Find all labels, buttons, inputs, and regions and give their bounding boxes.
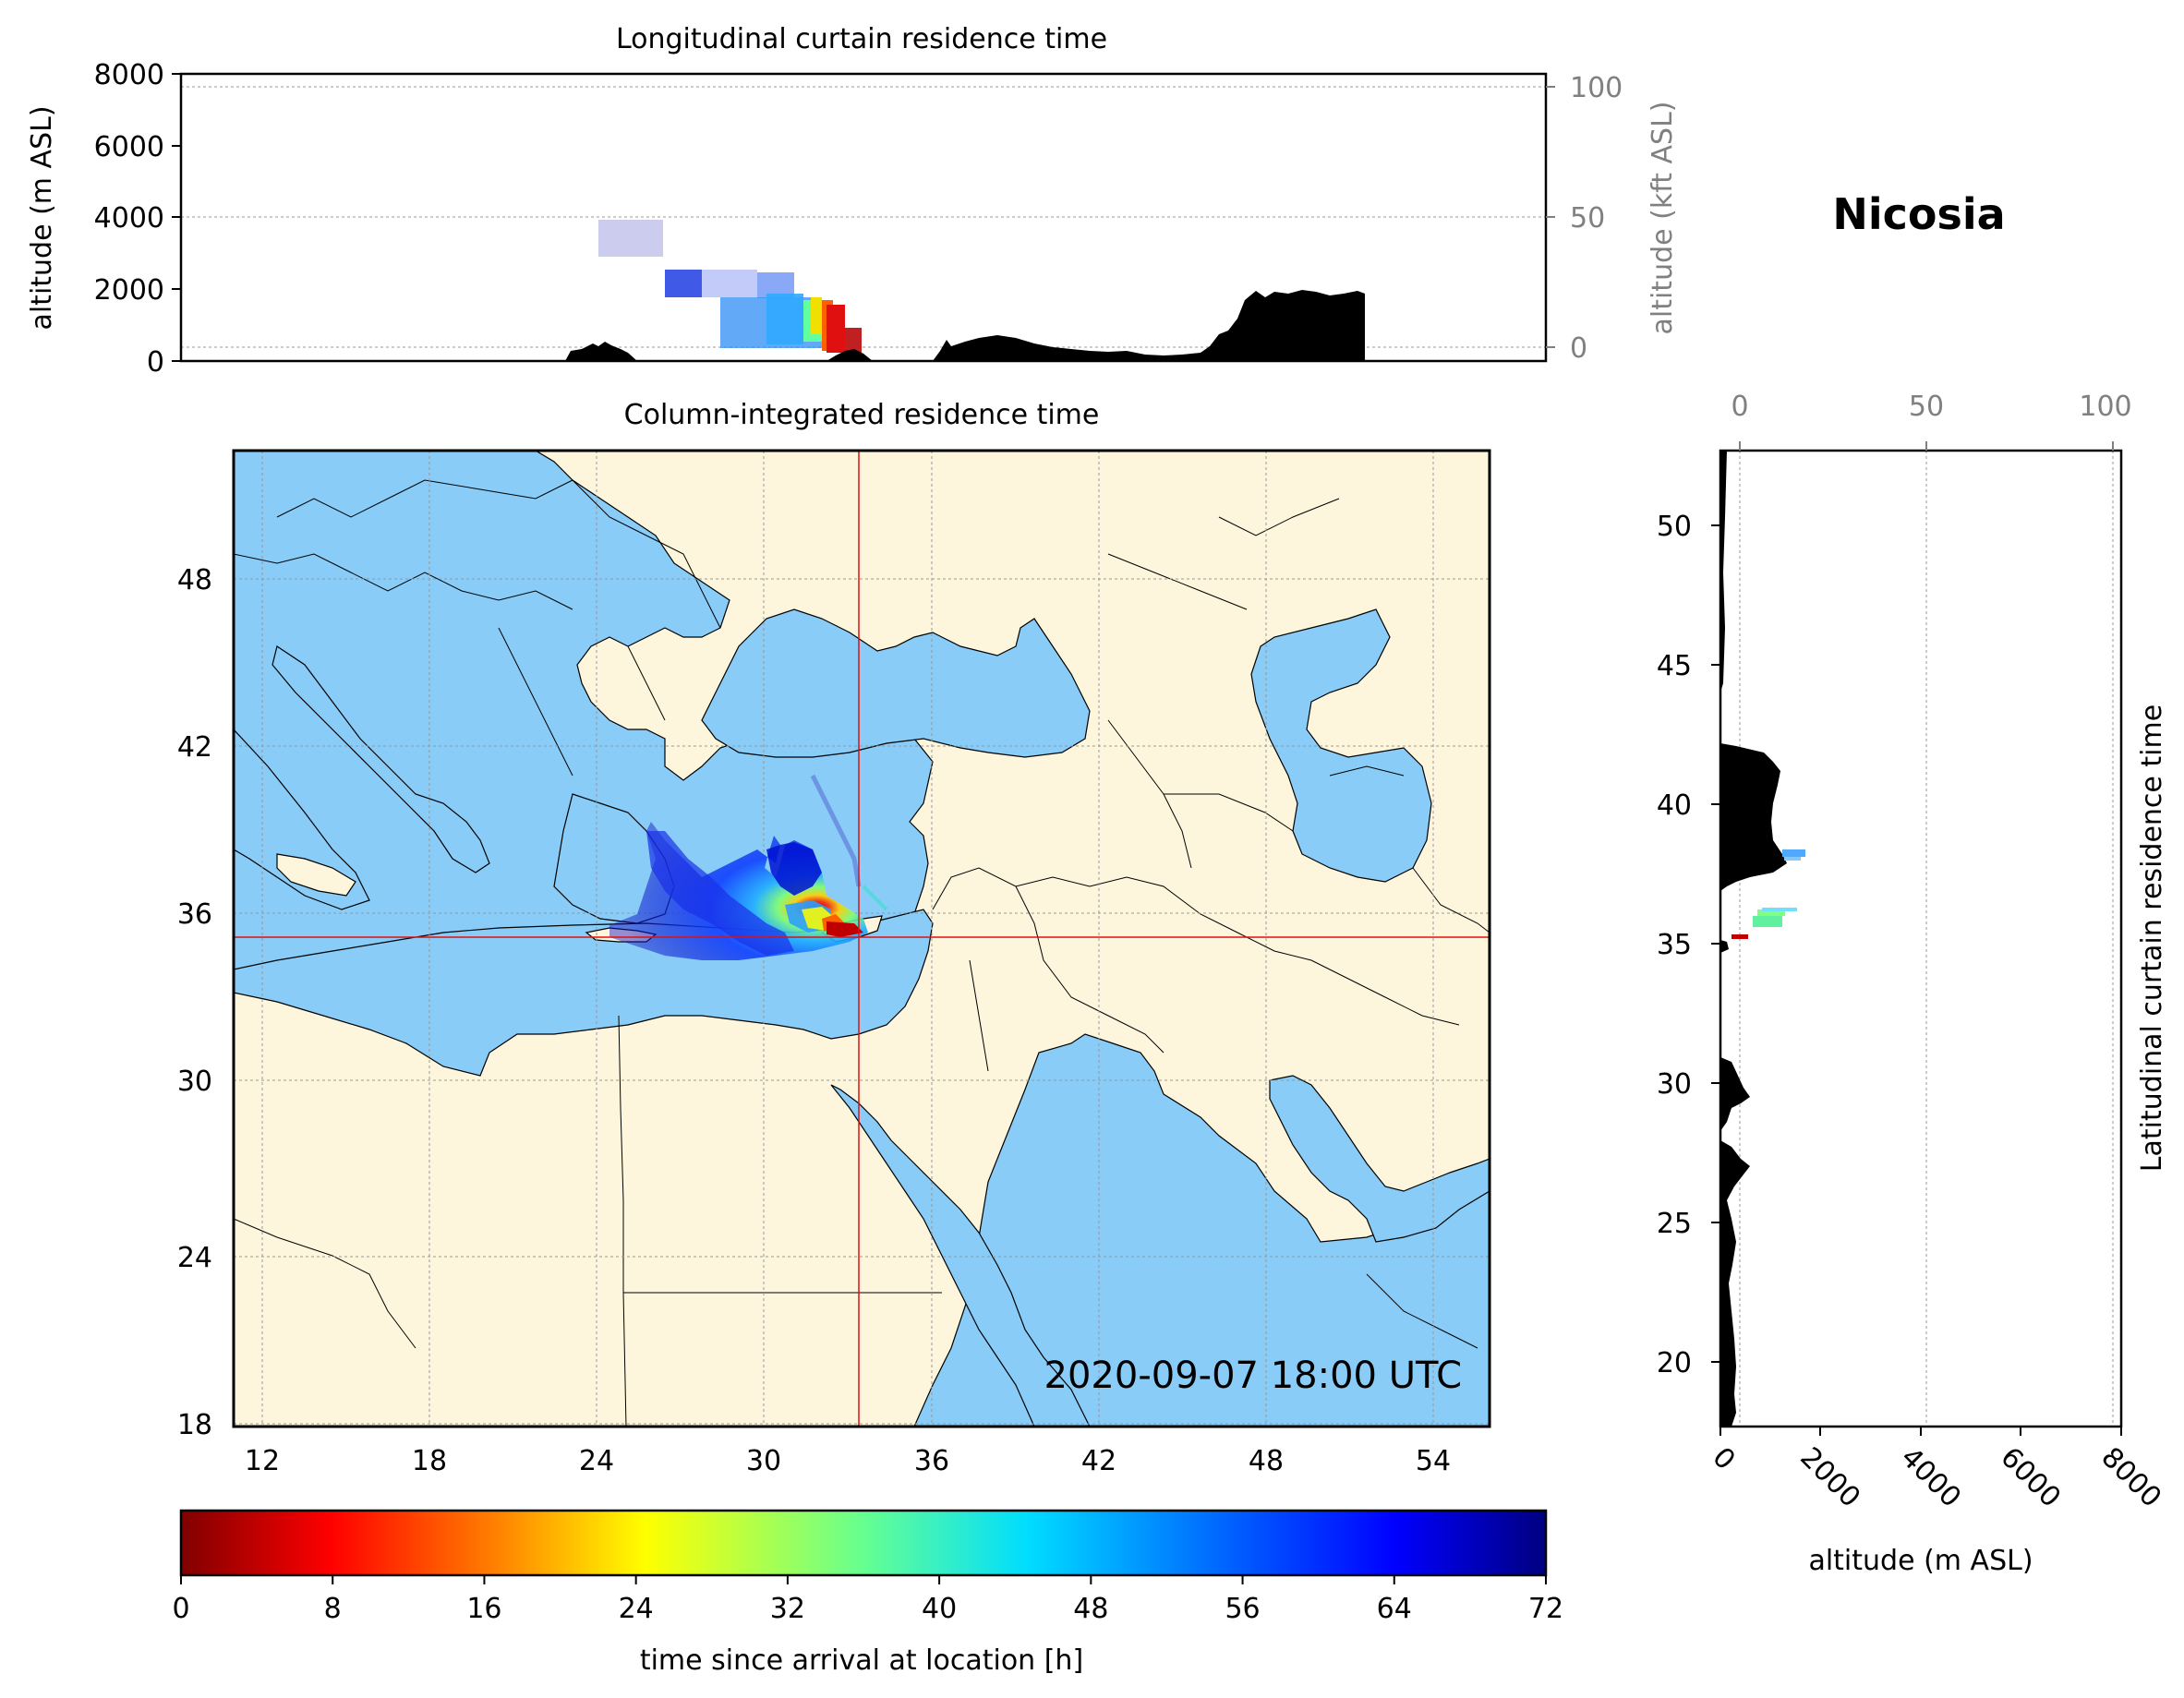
location-crosshair — [234, 451, 1490, 1427]
colorbar-tick-label: 24 — [619, 1593, 654, 1625]
right-xtick: 8000 — [2094, 1441, 2167, 1514]
right-xtick: 4000 — [1894, 1441, 1967, 1514]
map-ytick: 48 — [177, 564, 212, 596]
right-ytick: 50 — [1657, 511, 1692, 543]
right-x-axis: 0 2000 4000 6000 8000 altitude (m ASL) — [1706, 1427, 2167, 1577]
top-ytick: 8000 — [94, 59, 164, 91]
colorbar-tick-label: 48 — [1073, 1593, 1108, 1625]
right-xtick-top: 50 — [1909, 391, 1944, 423]
station-name: Nicosia — [1832, 189, 2005, 239]
colorbar-tick-label: 40 — [922, 1593, 957, 1625]
colorbar-tick-label: 64 — [1377, 1593, 1412, 1625]
colorbar-tick-label: 72 — [1528, 1593, 1563, 1625]
map-ytick: 30 — [177, 1066, 212, 1098]
map-xtick: 30 — [746, 1445, 781, 1477]
top-ytick: 2000 — [94, 274, 164, 307]
top-ytick: 0 — [147, 346, 164, 379]
persian-gulf — [1269, 1075, 1490, 1243]
top-plume — [598, 220, 862, 354]
map-xtick: 48 — [1249, 1445, 1284, 1477]
right-xtick: 2000 — [1793, 1441, 1866, 1514]
right-ytick: 35 — [1657, 929, 1692, 961]
top-ytick-right: 50 — [1570, 202, 1605, 235]
caspian-sea — [1250, 608, 1432, 883]
right-plume — [1732, 849, 1805, 939]
right-xtick-top: 100 — [2079, 391, 2131, 423]
right-xtick-top: 0 — [1731, 391, 1748, 423]
top-ytick: 6000 — [94, 131, 164, 163]
latitudinal-curtain-panel: 20 25 30 35 40 45 50 Latitudinal curtain… — [1657, 391, 2168, 1577]
right-x-axis-top: 0 50 100 — [1731, 391, 2132, 451]
top-ytick: 4000 — [94, 202, 164, 235]
top-ylabel: altitude (m ASL) — [26, 105, 58, 330]
top-ytick-right: 100 — [1570, 72, 1623, 104]
right-xtick: 6000 — [1994, 1441, 2067, 1514]
right-y-axis: 20 25 30 35 40 45 50 — [1657, 511, 1720, 1379]
colorbar-label: time since arrival at location [h] — [640, 1644, 1083, 1677]
right-xtick: 0 — [1706, 1441, 1741, 1476]
right-ytick: 40 — [1657, 789, 1692, 822]
right-ytick: 25 — [1657, 1208, 1692, 1240]
timestamp: 2020-09-07 18:00 UTC — [1044, 1355, 1462, 1397]
map-y-axis: 18 24 30 36 42 48 — [177, 564, 212, 1441]
colorbar-tick-label: 8 — [324, 1593, 342, 1625]
map-title: Column-integrated residence time — [624, 399, 1100, 431]
colorbar-tick-label: 0 — [172, 1593, 189, 1625]
top-terrain — [565, 290, 1365, 361]
top-panel-title: Longitudinal curtain residence time — [616, 23, 1107, 55]
right-ylabel: Latitudinal curtain residence time — [2136, 704, 2168, 1172]
colorbar-tick-label: 32 — [770, 1593, 805, 1625]
graticule — [234, 451, 1490, 1427]
right-ytick: 30 — [1657, 1068, 1692, 1101]
map-panel: Column-integrated residence time — [177, 399, 1491, 1477]
longitudinal-curtain-panel: Longitudinal curtain residence time — [26, 23, 1679, 379]
map-xtick: 36 — [914, 1445, 949, 1477]
country-borders — [234, 479, 1490, 1427]
right-ytick: 45 — [1657, 650, 1692, 682]
colorbar: 0 8 16 24 32 40 48 56 64 72 time since arrival at… — [172, 1509, 1563, 1677]
right-ytick: 20 — [1657, 1347, 1692, 1379]
top-ytick-right: 0 — [1570, 332, 1587, 365]
right-xlabel: altitude (m ASL) — [1808, 1545, 2033, 1577]
right-terrain — [1720, 451, 1787, 1427]
map-ytick: 36 — [177, 898, 212, 931]
red-sea — [830, 1084, 1091, 1427]
residence-plume — [609, 774, 888, 960]
top-ylabel-right: altitude (kft ASL) — [1647, 101, 1679, 334]
map-ytick: 18 — [177, 1409, 212, 1441]
top-y-axis: 0 2000 4000 6000 8000 altitude (m ASL) — [26, 59, 181, 379]
map-xtick: 24 — [579, 1445, 614, 1477]
map-xtick: 12 — [245, 1445, 280, 1477]
map-x-axis: 12 18 24 30 36 42 48 54 — [245, 1445, 1451, 1477]
colorbar-ticks: 0 8 16 24 32 40 48 56 64 72 — [172, 1575, 1563, 1625]
map-xtick: 42 — [1081, 1445, 1116, 1477]
map-xtick: 18 — [412, 1445, 447, 1477]
colorbar-tick-label: 56 — [1225, 1593, 1260, 1625]
map-xtick: 54 — [1416, 1445, 1451, 1477]
black-sea — [701, 608, 1091, 758]
colorbar-gradient — [179, 1509, 1548, 1577]
map-ytick: 24 — [177, 1242, 212, 1274]
map-ytick: 42 — [177, 731, 212, 764]
colorbar-tick-label: 16 — [466, 1593, 501, 1625]
top-y-axis-right: 0 50 100 altitude (kft ASL) — [1546, 72, 1679, 365]
